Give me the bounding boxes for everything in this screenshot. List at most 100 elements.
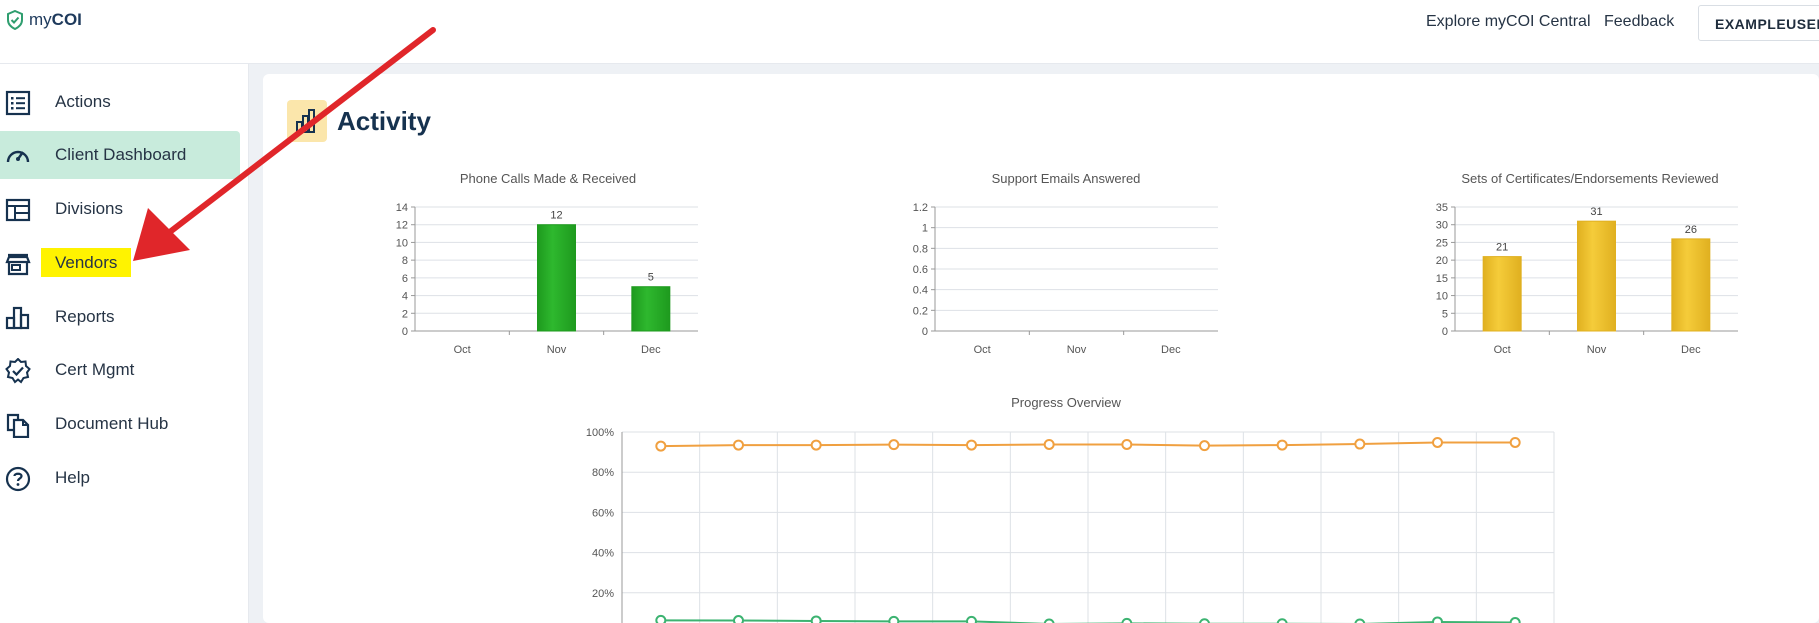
y-tick-label: 25 — [1436, 237, 1448, 249]
data-point — [888, 439, 900, 451]
sidebar-item-label: Reports — [55, 307, 115, 326]
sidebar-item-label: Actions — [55, 92, 111, 111]
explore-mycoi-central-link[interactable]: Explore myCOI Central — [1426, 13, 1591, 30]
chart-progress-overview: 0%20%40%60%80%100% — [586, 427, 1555, 623]
y-tick-label: 5 — [1442, 308, 1448, 320]
chart-title-phone-calls: Phone Calls Made & Received — [459, 171, 637, 186]
data-point — [733, 439, 744, 451]
y-tick-label: 0.2 — [913, 305, 928, 317]
chart-title-support-emails: Support Emails Answered — [991, 171, 1141, 186]
vendors-highlight: Vendors — [41, 248, 132, 277]
chart-support-emails: 0 0.2 0.4 0.6 0.8 1 1.2 Oct Nov Dec — [913, 202, 1218, 356]
y-tick-label: 10 — [396, 237, 408, 249]
user-menu-button[interactable]: EXAMPLEUSER — [1698, 5, 1819, 41]
sidebar-item-reports[interactable]: Reports — [0, 293, 240, 341]
y-tick-label: 0 — [1442, 326, 1448, 338]
sidebar-item-help[interactable]: Help — [0, 454, 240, 502]
sidebar: Actions Client Dashboard Divisions Vendo… — [0, 64, 249, 623]
y-tick-label: 0.6 — [913, 264, 928, 276]
sidebar-item-label: Divisions — [55, 199, 124, 218]
data-point — [1509, 436, 1521, 448]
data-point — [888, 615, 900, 623]
data-point — [1199, 440, 1210, 452]
series-line — [660, 441, 1516, 448]
y-tick-label: 30 — [1436, 220, 1448, 232]
data-point — [1121, 617, 1133, 623]
sidebar-item-label: Document Hub — [55, 414, 169, 433]
sidebar-item-divisions[interactable]: Divisions — [0, 185, 240, 233]
chart-title-certificates: Sets of Certificates/Endorsements Review… — [1461, 171, 1719, 186]
bar-chart-icon — [5, 306, 30, 330]
layout-icon — [5, 198, 31, 222]
sidebar-item-cert-mgmt[interactable]: Cert Mgmt — [0, 346, 240, 394]
chart-phone-calls: 0 2 4 6 8 10 12 14 Oct Nov 12 Dec 5 — [396, 202, 698, 356]
sidebar-item-actions[interactable]: Actions — [0, 78, 240, 126]
y-tick-label: 2 — [402, 308, 408, 320]
y-tick-label: 60% — [592, 507, 614, 519]
data-point — [966, 615, 977, 623]
data-point — [733, 615, 744, 623]
data-point — [1509, 617, 1521, 623]
data-point — [1354, 618, 1366, 623]
y-tick-label: 1.2 — [913, 202, 928, 214]
x-tick-label: Oct — [974, 344, 991, 356]
sidebar-item-label: Help — [55, 468, 90, 487]
y-tick-label: 20% — [592, 588, 614, 600]
bar — [1671, 238, 1711, 332]
x-tick-label: Dec — [1161, 344, 1181, 356]
data-point — [966, 439, 977, 451]
chart-certificates: 0 5 10 15 20 25 30 35 Oct 21 Nov 31 Dec 26 — [1436, 202, 1738, 356]
y-tick-label: 15 — [1436, 273, 1448, 285]
y-tick-label: 100% — [586, 427, 614, 439]
x-tick-label: Dec — [1681, 344, 1701, 356]
data-point — [1043, 618, 1055, 623]
data-point — [655, 614, 667, 623]
x-tick-label: Oct — [1494, 344, 1511, 356]
data-label: 21 — [1496, 242, 1508, 254]
data-point — [1276, 618, 1288, 623]
data-label: 31 — [1590, 206, 1602, 218]
data-point — [1276, 439, 1288, 451]
y-tick-label: 0.8 — [913, 243, 928, 255]
y-tick-label: 0 — [922, 326, 928, 338]
sidebar-item-label: Vendors — [41, 248, 132, 277]
sidebar-item-client-dashboard[interactable]: Client Dashboard — [0, 131, 240, 179]
data-point — [810, 615, 822, 623]
feedback-link[interactable]: Feedback — [1604, 13, 1675, 30]
x-tick-label: Nov — [1587, 344, 1607, 356]
bar — [537, 224, 576, 332]
sidebar-item-vendors[interactable]: Vendors — [0, 239, 240, 287]
help-icon — [5, 466, 31, 492]
bar — [1577, 220, 1616, 332]
y-tick-label: 0 — [402, 326, 408, 338]
data-label: 5 — [648, 272, 654, 284]
data-label: 12 — [550, 210, 562, 222]
sidebar-item-label: Client Dashboard — [55, 145, 187, 164]
series-line — [660, 619, 1516, 623]
data-point — [1354, 438, 1366, 450]
bar — [631, 286, 671, 332]
gauge-icon — [6, 150, 30, 163]
mycoi-logo[interactable]: myCOI — [6, 10, 82, 30]
data-point — [1043, 438, 1055, 450]
y-tick-label: 0.4 — [913, 285, 928, 297]
x-tick-label: Nov — [547, 344, 567, 356]
activity-card — [263, 74, 1819, 623]
y-tick-label: 14 — [396, 202, 408, 214]
data-point — [810, 439, 822, 451]
y-tick-label: 35 — [1436, 202, 1448, 214]
data-point — [655, 440, 667, 452]
y-tick-label: 20 — [1436, 255, 1448, 267]
y-tick-label: 80% — [592, 467, 614, 479]
x-tick-label: Dec — [641, 344, 661, 356]
top-bar: myCOI Explore myCOI Central Feedback EXA… — [0, 0, 1819, 64]
bar — [1482, 256, 1522, 332]
activity-icon — [287, 100, 327, 142]
data-point — [1199, 618, 1210, 623]
y-tick-label: 12 — [396, 220, 408, 232]
data-point — [1432, 436, 1443, 448]
sidebar-item-document-hub[interactable]: Document Hub — [0, 400, 240, 448]
storefront-icon — [5, 253, 31, 276]
y-tick-label: 40% — [592, 548, 614, 560]
y-tick-label: 4 — [402, 291, 408, 303]
